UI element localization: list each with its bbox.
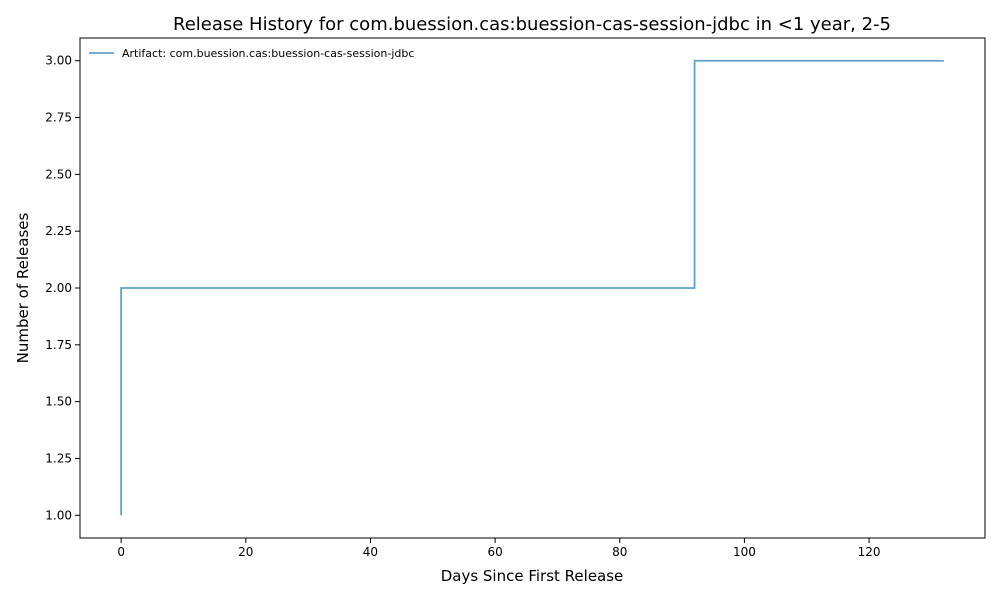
- y-tick-label: 3.00: [45, 54, 72, 68]
- x-tick-label: 0: [117, 545, 125, 559]
- y-tick-label: 2.00: [45, 281, 72, 295]
- y-tick-label: 1.00: [45, 508, 72, 522]
- x-tick-label: 20: [238, 545, 253, 559]
- chart-title: Release History for com.buession.cas:bue…: [173, 14, 891, 35]
- series-line: [120, 59, 944, 516]
- y-tick-label: 2.75: [45, 111, 72, 125]
- plot-area: 0 20 40 60 80 100 120 1.00 1.25 1.50 1.75 2.00 2.25 2…: [45, 37, 986, 559]
- y-axis-label: Number of Releases: [14, 212, 32, 363]
- legend-label: Artifact: com.buession.cas:buession-cas-…: [122, 47, 414, 60]
- x-tick-label: 100: [733, 545, 756, 559]
- x-tick-label: 40: [363, 545, 378, 559]
- y-tick-label: 1.25: [45, 451, 72, 465]
- y-tick-label: 1.75: [45, 338, 72, 352]
- x-tick-label: 120: [858, 545, 881, 559]
- x-axis-label: Days Since First Release: [441, 567, 624, 585]
- x-tick-label: 80: [612, 545, 627, 559]
- y-tick-label: 2.50: [45, 167, 72, 181]
- y-tick-label: 1.50: [45, 395, 72, 409]
- y-tick-label: 2.25: [45, 224, 72, 238]
- x-tick-label: 60: [487, 545, 502, 559]
